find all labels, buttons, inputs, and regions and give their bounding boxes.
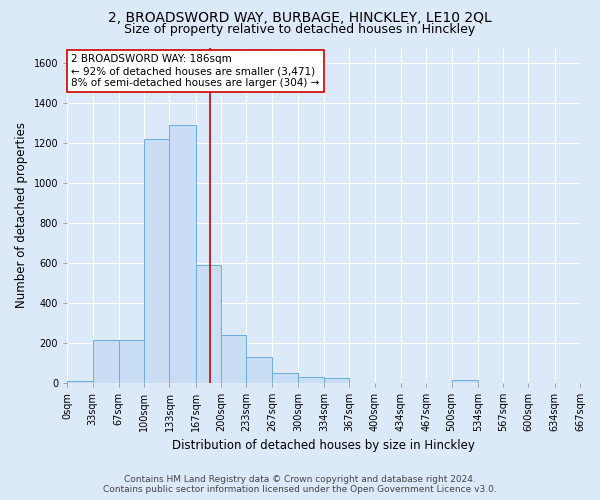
Text: 2 BROADSWORD WAY: 186sqm
← 92% of detached houses are smaller (3,471)
8% of semi: 2 BROADSWORD WAY: 186sqm ← 92% of detach… [71, 54, 319, 88]
Bar [324, 378, 349, 383]
Bar [119, 340, 144, 383]
Y-axis label: Number of detached properties: Number of detached properties [15, 122, 28, 308]
Text: Contains HM Land Registry data © Crown copyright and database right 2024.
Contai: Contains HM Land Registry data © Crown c… [103, 474, 497, 494]
Bar [221, 335, 247, 383]
Bar [67, 381, 92, 383]
Text: 2, BROADSWORD WAY, BURBAGE, HINCKLEY, LE10 2QL: 2, BROADSWORD WAY, BURBAGE, HINCKLEY, LE… [108, 11, 492, 25]
Bar [144, 140, 169, 383]
Bar [272, 373, 298, 383]
Bar [247, 357, 272, 383]
Text: Size of property relative to detached houses in Hinckley: Size of property relative to detached ho… [124, 22, 476, 36]
Bar [298, 377, 324, 383]
Bar [452, 380, 478, 383]
Bar [169, 126, 196, 383]
Bar [196, 265, 221, 383]
X-axis label: Distribution of detached houses by size in Hinckley: Distribution of detached houses by size … [172, 440, 475, 452]
Bar [92, 340, 119, 383]
